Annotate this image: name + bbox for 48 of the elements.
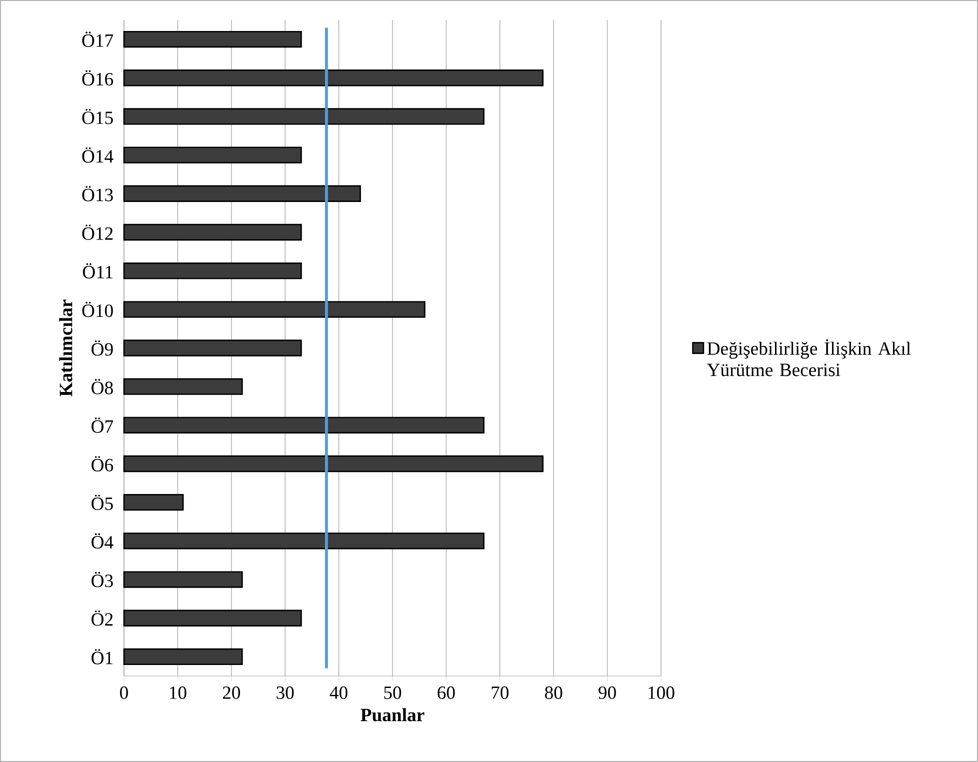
y-tick-label: Ö3 bbox=[92, 572, 113, 588]
bar bbox=[123, 146, 302, 164]
y-axis-title: Katılımcılar bbox=[59, 300, 72, 396]
y-tick-label: Ö1 bbox=[92, 649, 112, 664]
bar bbox=[123, 648, 243, 666]
bar bbox=[123, 378, 243, 395]
x-tick-label: 50 bbox=[384, 686, 402, 699]
bar bbox=[123, 340, 302, 356]
bar bbox=[123, 571, 243, 588]
x-tick-label: 30 bbox=[276, 686, 294, 699]
y-tick-label: Ö13 bbox=[82, 186, 113, 202]
bar bbox=[123, 185, 361, 202]
y-tick-label: Ö6 bbox=[92, 456, 114, 472]
y-tick-label: Ö11 bbox=[82, 263, 112, 278]
x-tick-label: 10 bbox=[170, 686, 186, 699]
y-tick-label: Ö2 bbox=[92, 610, 113, 626]
x-axis-title: Puanlar bbox=[360, 708, 424, 722]
bar bbox=[123, 416, 484, 434]
bar bbox=[123, 301, 426, 318]
y-tick-label: Ö14 bbox=[82, 147, 114, 163]
bar bbox=[123, 262, 302, 280]
bar bbox=[123, 455, 544, 472]
y-tick-label: Ö17 bbox=[82, 32, 114, 47]
x-tick-label: 60 bbox=[438, 686, 455, 699]
bar bbox=[123, 532, 484, 550]
bar bbox=[123, 30, 302, 48]
x-tick-label: 100 bbox=[648, 686, 674, 699]
bar bbox=[123, 224, 302, 241]
y-tick-label: Ö4 bbox=[92, 533, 114, 549]
x-tick-label: 40 bbox=[330, 686, 348, 699]
y-tick-label: Ö10 bbox=[82, 302, 113, 318]
x-tick-label: 80 bbox=[544, 686, 562, 699]
y-tick-label: Ö15 bbox=[82, 108, 113, 124]
bar bbox=[123, 494, 184, 511]
x-tick-label: 0 bbox=[120, 686, 128, 699]
legend-label: Değişebilirliğe İlişkin Akıl Yürütme Becerisi bbox=[707, 339, 911, 376]
y-tick-label: Ö8 bbox=[92, 378, 113, 394]
y-tick-label: Ö9 bbox=[92, 340, 113, 356]
x-tick-label: 70 bbox=[492, 686, 509, 699]
y-tick-label: Ö16 bbox=[82, 70, 114, 86]
x-tick-label: 20 bbox=[222, 686, 240, 699]
bar bbox=[123, 70, 544, 86]
y-tick-label: Ö7 bbox=[92, 418, 114, 433]
x-tick-label: 90 bbox=[598, 686, 616, 699]
bar bbox=[123, 108, 484, 125]
y-tick-label: Ö12 bbox=[82, 224, 113, 240]
bar bbox=[123, 610, 302, 626]
y-tick-label: Ö5 bbox=[92, 494, 113, 510]
